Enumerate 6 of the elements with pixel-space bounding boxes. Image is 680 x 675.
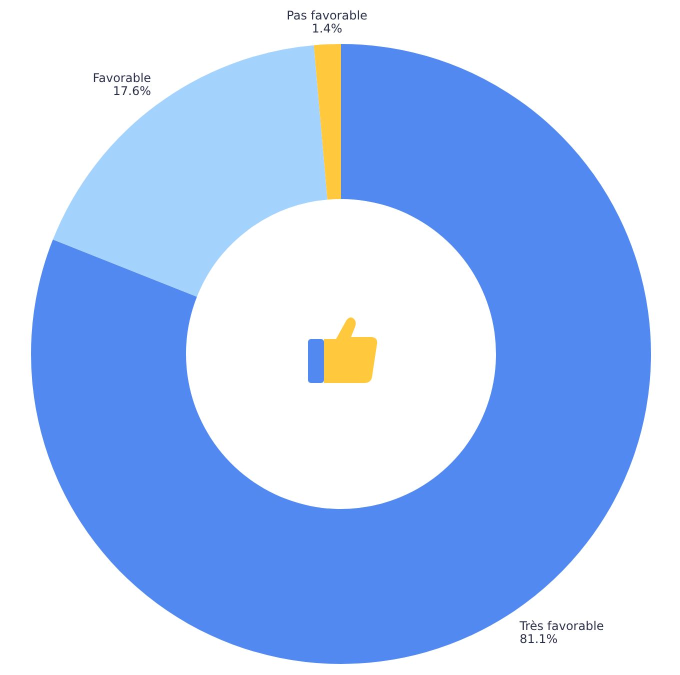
data-label: 17.6% [112,84,152,98]
slice-label: Favorable [92,71,152,86]
slice-label: Très favorable [518,619,604,634]
slice-label: Pas favorable [286,8,368,22]
data-label: 81.1% [520,632,558,646]
data-label: 1.4% [312,21,342,36]
